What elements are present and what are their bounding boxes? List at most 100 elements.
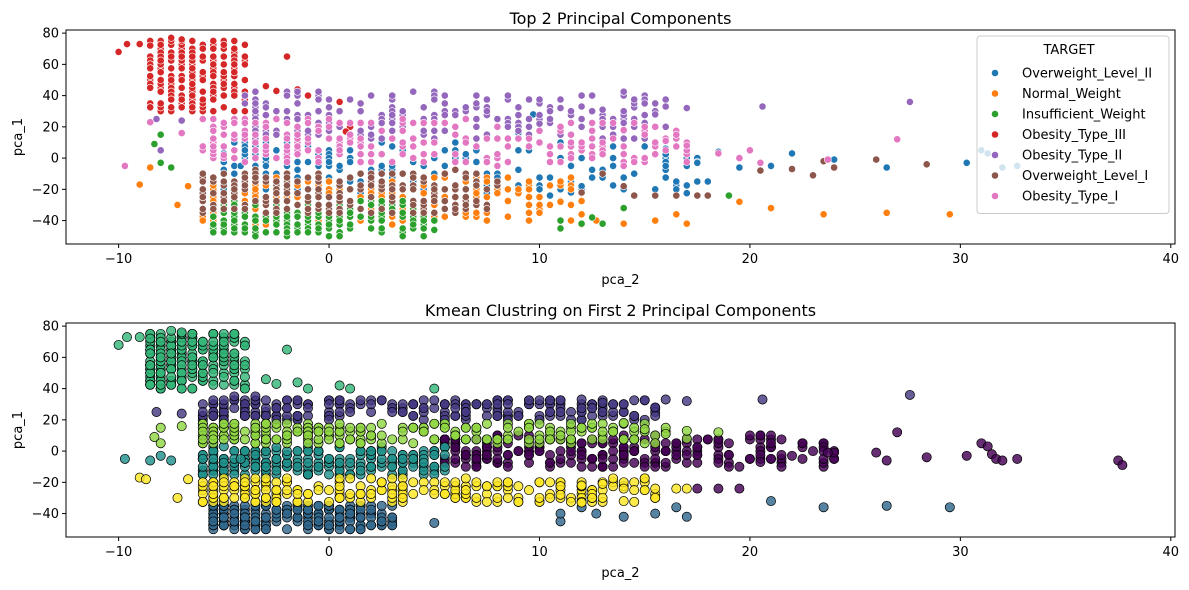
data-point [146,83,155,92]
data-point [822,447,833,458]
data-point [198,185,207,194]
data-point [597,426,608,437]
data-point [629,446,640,457]
data-point [251,107,260,116]
data-point [208,379,219,390]
data-point [408,438,419,449]
data-point [546,107,554,116]
data-point [597,397,608,408]
data-point [461,193,470,201]
data-point [209,60,218,69]
data-point [725,191,733,200]
x-tick-label: 0 [325,252,333,267]
data-point [630,169,639,178]
data-point [493,115,502,123]
data-point [672,130,681,139]
data-point [430,119,439,127]
data-point [419,103,428,112]
data-point [514,126,523,135]
data-point [672,191,681,200]
data-point [209,107,218,116]
data-point [577,188,586,197]
data-point [272,154,281,162]
data-point [556,104,565,112]
data-point [577,91,586,100]
data-point [346,220,354,229]
data-point [429,434,440,445]
data-point [430,126,439,135]
data-point [167,33,176,42]
data-point [218,492,229,503]
data-point [250,450,261,460]
data-point [609,154,617,162]
data-point [766,496,776,507]
data-point [335,193,344,201]
data-point [335,119,344,127]
data-point [440,161,449,170]
data-point [962,158,971,167]
data-point [146,118,155,127]
data-point [198,44,207,53]
data-point [230,169,239,178]
data-point [388,169,397,178]
data-point [240,130,249,139]
data-point [304,158,312,166]
data-point [261,142,270,151]
data-point [239,383,250,394]
legend-label: Overweight_Level_II [1022,67,1152,82]
data-point [155,450,166,461]
data-point [167,76,176,84]
x-tick-label: 10 [531,545,548,560]
data-point [218,371,229,382]
data-point [376,516,387,527]
data-point [629,410,640,421]
data-point [714,149,723,158]
data-point [439,450,450,460]
data-point [334,512,345,523]
data-point [283,107,291,116]
data-point [618,511,629,522]
data-point [346,119,354,127]
data-point [230,216,239,225]
data-point [293,220,302,229]
data-point [303,469,313,480]
x-tick-label: 20 [742,545,759,560]
data-point [597,407,608,417]
data-point [260,418,271,429]
legend-marker [991,192,999,200]
data-point [188,37,197,45]
data-point [377,197,386,205]
data-point [198,216,207,225]
data-point [239,477,250,488]
data-point [218,457,229,468]
data-point [325,232,333,241]
data-point [682,189,691,198]
data-point [272,228,281,237]
data-point [566,418,576,429]
data-point [166,325,177,336]
data-point [398,126,407,135]
data-point [608,446,619,457]
data-point [293,99,302,108]
data-point [229,481,240,492]
data-point [240,52,249,61]
data-point [293,142,302,151]
data-point [639,395,650,406]
data-point [208,434,219,445]
data-point [608,473,619,484]
data-point [513,426,524,437]
data-point [439,422,450,433]
data-point [388,193,397,201]
data-point [481,450,492,460]
data-point [472,208,481,217]
data-point [324,520,334,531]
data-point [546,173,554,182]
data-point [197,496,208,507]
data-point [177,52,186,61]
data-point [283,142,291,151]
data-point [198,204,207,213]
x-tick-label: 30 [952,545,969,560]
data-point [367,200,375,209]
data-point [261,122,270,131]
data-point [921,452,932,463]
